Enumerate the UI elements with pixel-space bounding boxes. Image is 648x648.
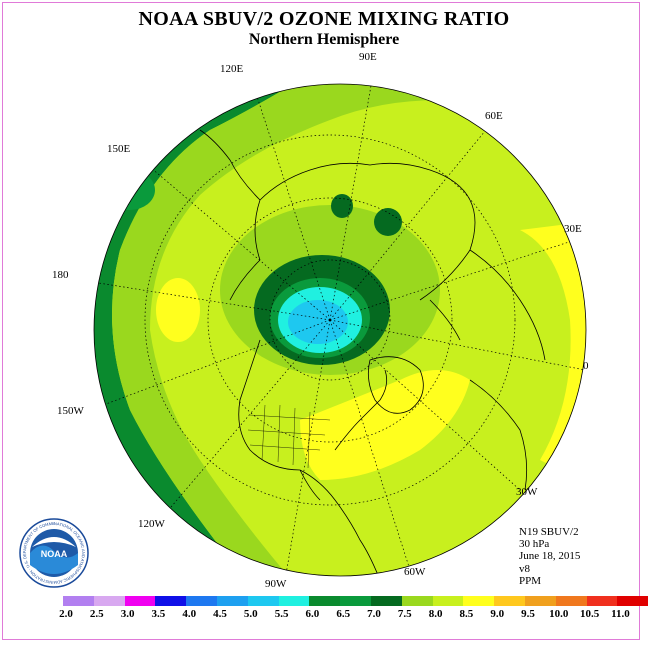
latitude-circle-70 bbox=[207, 197, 453, 443]
meridian-120e bbox=[249, 84, 331, 321]
latitude-circle-80 bbox=[269, 259, 391, 381]
noaa-logo: NOAA NATIONAL OCEANIC AND ATMOSPHERIC AD… bbox=[18, 517, 89, 588]
colorbar-tick-label: 10.0 bbox=[549, 608, 569, 620]
colorbar-tick-labels: 2.0 2.5 3.0 3.5 4.0 4.5 5.0 5.5 6.0 6.5 7.0 7.5 8.0 8… bbox=[0, 608, 648, 622]
colorbar-swatch-14 bbox=[494, 596, 525, 606]
meridian-90e bbox=[329, 84, 373, 321]
ozone-blob-east bbox=[374, 208, 402, 236]
colorbar-tick-label: 10.5 bbox=[579, 608, 600, 620]
map-boundary bbox=[93, 83, 587, 577]
lon-label-30w: 30W bbox=[516, 486, 538, 498]
meridian-150w bbox=[94, 319, 331, 411]
map-subtitle: Northern Hemisphere bbox=[248, 31, 400, 48]
colorbar-tick-label: 2.0 bbox=[59, 608, 73, 620]
coast-greenland bbox=[367, 356, 424, 414]
latitude-circle-60 bbox=[144, 134, 516, 506]
ozone-band-6-5 bbox=[94, 84, 300, 576]
logo-wave bbox=[30, 545, 78, 574]
coast-north-america bbox=[238, 339, 388, 576]
colorbar-tick-label: 6.0 bbox=[305, 608, 320, 620]
colorbar-swatch-6 bbox=[247, 596, 279, 606]
colorbar-tick-label: 2.5 bbox=[89, 608, 104, 620]
ozone-band-7-5-west bbox=[112, 84, 460, 576]
us-state-lines bbox=[247, 404, 331, 469]
lon-label-60w: 60W bbox=[404, 566, 426, 578]
logo-bird bbox=[32, 537, 76, 547]
lon-label-30e: 30E bbox=[564, 223, 582, 235]
meridian-30e bbox=[329, 239, 576, 321]
colorbar-swatch-1 bbox=[93, 596, 125, 606]
colorbar-swatch-18 bbox=[617, 596, 648, 606]
colorbar-swatch-2 bbox=[124, 596, 156, 606]
meridian-30w bbox=[329, 319, 521, 491]
colorbar-tick-label: 3.0 bbox=[120, 608, 135, 620]
info-satellite: N19 SBUV/2 bbox=[519, 526, 579, 538]
lon-label-150e: 150E bbox=[107, 143, 131, 155]
colorbar-tick-label: 7.0 bbox=[367, 608, 381, 620]
colorbar-swatch-5 bbox=[216, 596, 248, 606]
colorbar-swatch-0 bbox=[63, 596, 94, 606]
coast-africa bbox=[469, 379, 528, 491]
colorbar-tick-label: 8.5 bbox=[459, 608, 474, 620]
figure-frame bbox=[2, 2, 640, 640]
lon-label-60e: 60E bbox=[485, 110, 503, 122]
info-block: N19 SBUV/2 30 hPa June 18, 2015 v8 PPM bbox=[519, 526, 580, 587]
colorbar-swatch-7 bbox=[278, 596, 310, 606]
colorbar-tick-label: 11.0 bbox=[611, 608, 630, 620]
colorbar-swatch-12 bbox=[432, 596, 464, 606]
colorbar-swatch-4 bbox=[186, 596, 217, 606]
ozone-patch-nw bbox=[105, 170, 155, 210]
colorbar-swatch-11 bbox=[401, 596, 433, 606]
colorbar-tick-label: 4.5 bbox=[213, 608, 227, 620]
colorbar-swatch-13 bbox=[463, 596, 495, 606]
colorbar-swatch-16 bbox=[555, 596, 587, 606]
colorbar-swatch-8 bbox=[309, 596, 341, 606]
colorbar-tick-label: 4.0 bbox=[182, 608, 197, 620]
colorbar-tick-label: 6.5 bbox=[336, 608, 351, 620]
info-level: 30 hPa bbox=[519, 538, 550, 551]
ozone-field bbox=[94, 84, 586, 576]
colorbar-tick-label: 5.0 bbox=[243, 608, 258, 620]
colorbar-swatch-10 bbox=[370, 596, 402, 606]
colorbar-tick-label: 5.5 bbox=[274, 608, 289, 620]
map-title: NOAA SBUV/2 OZONE MIXING RATIO bbox=[138, 8, 510, 30]
coast-east-asia bbox=[199, 129, 261, 301]
ozone-band-8-5-pacific bbox=[156, 278, 200, 342]
us-states bbox=[247, 404, 331, 469]
colorbar-swatch-17 bbox=[586, 596, 618, 606]
colorbar-swatch-9 bbox=[340, 596, 371, 606]
info-date: June 18, 2015 bbox=[519, 550, 581, 563]
colorbar-tick-label: 7.5 bbox=[397, 608, 412, 620]
lon-label-0: 0 bbox=[583, 360, 589, 372]
colorbar-swatch-15 bbox=[524, 596, 556, 606]
ozone-band-8-5-atlantic bbox=[300, 370, 470, 480]
colorbar-swatch-3 bbox=[155, 596, 187, 606]
graticule bbox=[94, 84, 586, 576]
colorbar-tick-label: 3.5 bbox=[151, 608, 166, 620]
lon-label-180: 180 bbox=[52, 269, 69, 281]
coastlines bbox=[199, 129, 546, 576]
info-version: v8 bbox=[519, 562, 530, 575]
lon-label-120e: 120E bbox=[220, 63, 244, 75]
colorbar bbox=[63, 596, 648, 606]
ozone-band-5-5 bbox=[288, 300, 348, 344]
coast-eurasia bbox=[254, 162, 546, 361]
colorbar-tick-label: 8.0 bbox=[428, 608, 443, 620]
ozone-blob-west bbox=[331, 194, 353, 218]
info-units: PPM bbox=[519, 574, 542, 587]
colorbar-tick-label: 9.5 bbox=[521, 608, 535, 620]
lon-label-90w: 90W bbox=[265, 578, 287, 590]
colorbar-tick-label: 9.0 bbox=[490, 608, 505, 620]
lon-label-150w: 150W bbox=[57, 405, 84, 417]
lon-label-120w: 120W bbox=[138, 518, 165, 530]
logo-text: NOAA bbox=[41, 549, 68, 559]
meridian-0 bbox=[329, 319, 586, 371]
lon-label-90e: 90E bbox=[359, 51, 377, 63]
